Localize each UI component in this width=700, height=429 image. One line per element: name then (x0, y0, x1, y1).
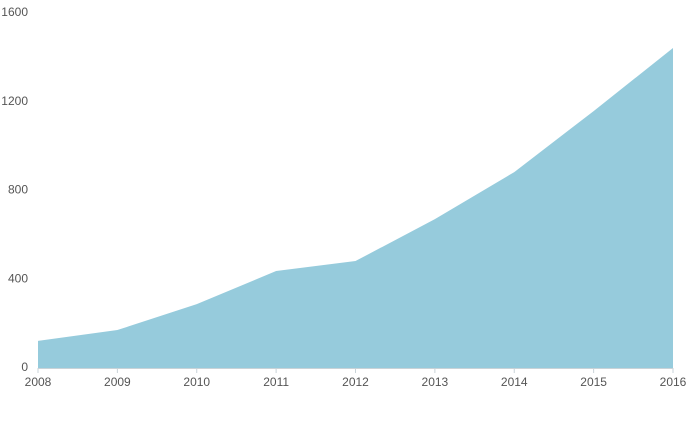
x-tick-label: 2008 (25, 375, 52, 389)
y-tick-label: 800 (8, 183, 28, 197)
x-tick-label: 2012 (342, 375, 369, 389)
y-tick-label: 1200 (1, 94, 28, 108)
x-tick-label: 2014 (501, 375, 528, 389)
area (38, 48, 673, 369)
x-tick-label: 2013 (422, 375, 449, 389)
x-tick-label: 2010 (183, 375, 210, 389)
x-tick-label: 2011 (263, 375, 289, 389)
y-tick-label: 400 (8, 271, 28, 285)
x-tick-label: 2016 (660, 375, 687, 389)
y-tick-label: 1600 (1, 5, 28, 19)
x-tick-label: 2009 (104, 375, 131, 389)
y-tick-label: 0 (21, 360, 28, 374)
x-tick-label: 2015 (580, 375, 607, 389)
